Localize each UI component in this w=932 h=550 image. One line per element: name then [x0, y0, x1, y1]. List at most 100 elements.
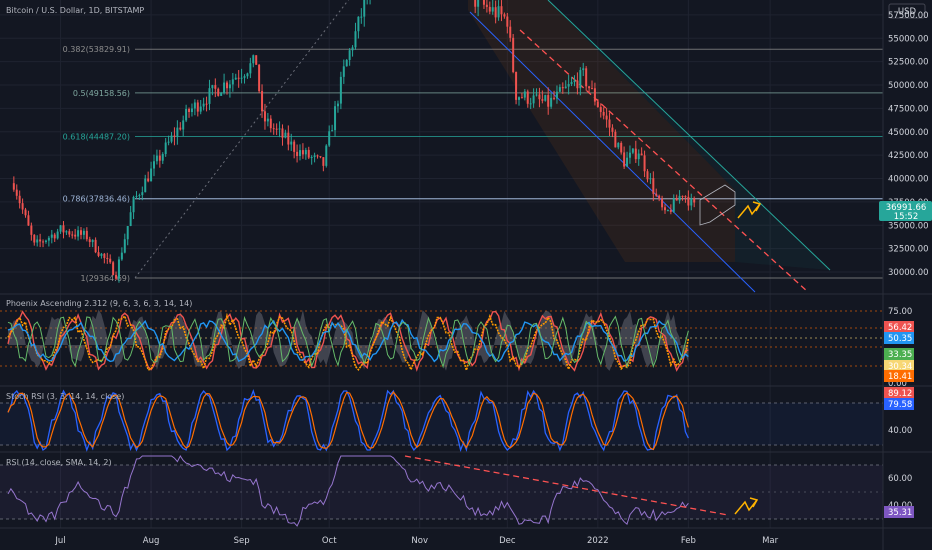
candle-body [190, 108, 193, 113]
candle-body [161, 154, 164, 161]
candle-body [611, 127, 614, 132]
channel-lower-line[interactable] [469, 11, 756, 293]
phoenix-value-text: 50.35 [888, 334, 912, 344]
candle-body [153, 161, 155, 169]
candle-body [658, 195, 661, 199]
time-tick-label: Nov [411, 536, 428, 546]
candle-body [678, 195, 681, 201]
drawings[interactable] [404, 184, 762, 516]
candle-body [319, 156, 322, 158]
candle-body [646, 171, 649, 180]
candle-body [18, 195, 21, 204]
price-tick-label: 47500.00 [888, 104, 929, 114]
rsi-title[interactable]: RSI (14, close, SMA, 14, 2) [6, 458, 112, 467]
channel-upper-line[interactable] [547, 0, 831, 271]
time-tick-label: Oct [322, 536, 337, 546]
candle-body [266, 118, 269, 122]
price-arrow-icon[interactable] [737, 203, 761, 219]
rsi-trendline[interactable] [404, 455, 729, 516]
price-axis[interactable]: 57500.00 55000.00 52500.00 50000.00 47500.00… [888, 11, 929, 278]
rsi-value-tag [884, 506, 914, 518]
price-tick-label: 52500.00 [888, 58, 929, 68]
candle-body [240, 77, 243, 79]
time-tick-label: Dec [499, 536, 516, 546]
candle-body [538, 94, 541, 100]
candle-body [579, 70, 582, 89]
fib-trend-line[interactable] [134, 0, 398, 279]
candle-body [307, 149, 310, 158]
candle-body [167, 141, 170, 143]
candle-body [687, 196, 690, 206]
stoch-rsi-title[interactable]: Stoch RSI (3, 3, 14, 14, close) [6, 392, 124, 401]
candle-body [322, 157, 325, 166]
rsi-arrow-icon[interactable] [734, 499, 758, 515]
candle-body [482, 0, 485, 5]
fib-level-label: 0.382(53829.91) [63, 45, 130, 54]
time-axis[interactable]: Jul Aug Sep Oct Nov Dec 2022 Feb Mar [54, 536, 778, 546]
phoenix-title[interactable]: Phoenix Ascending 2.312 (9, 6, 3, 6, 3, … [6, 299, 192, 308]
candle-body [231, 79, 234, 85]
descending-channel[interactable] [468, 0, 831, 293]
fibonacci-retracement[interactable]: 0.382(53829.91) 0.5(49158.56) 0.618(44487.… [63, 0, 883, 283]
channel-mid-projection[interactable] [519, 29, 809, 293]
symbol-title: Bitcoin / U.S. Dollar, 1D, BITSTAMP [6, 6, 144, 15]
candle-body [535, 94, 538, 96]
candle-body [628, 152, 631, 158]
candle-body [214, 85, 217, 89]
candle-body [672, 198, 675, 212]
candle-body [158, 155, 161, 161]
fib-level-label: 0.618(44487.20) [63, 133, 130, 142]
candle-body [278, 128, 281, 130]
candle-body [526, 91, 529, 104]
candle-body [103, 253, 106, 258]
time-tick-label: Sep [234, 536, 250, 546]
candle-body [27, 215, 30, 226]
candle-body [623, 152, 626, 167]
candle-body [593, 88, 596, 102]
candle-body [39, 239, 42, 242]
candle-body [520, 97, 523, 99]
candle-body [626, 157, 629, 167]
candle-body [147, 178, 150, 182]
candle-body [669, 210, 672, 212]
candle-body [44, 240, 47, 242]
candle-body [342, 66, 345, 77]
candle-body [544, 95, 547, 101]
candle-body [182, 120, 185, 130]
candle-body [42, 241, 45, 243]
rsi-value-text: 35.31 [888, 508, 912, 518]
candle-body [138, 195, 141, 197]
candle-body [488, 6, 491, 12]
stoch-d-line [7, 391, 689, 451]
price-tick-label: 45000.00 [888, 128, 929, 138]
candle-body [666, 210, 669, 212]
candle-body [109, 258, 112, 263]
phoenix-value-tag [884, 370, 914, 382]
indicator-axes[interactable]: 75.0050.0025.000.0056.4250.3533.3530.341… [884, 307, 914, 518]
candle-body [664, 207, 666, 211]
last-price-value: 36991.66 [886, 203, 927, 213]
candle-body [290, 141, 293, 145]
pattern-outline[interactable] [699, 184, 736, 226]
candle-body [199, 106, 202, 112]
candle-body [237, 77, 240, 79]
candle-body [608, 119, 611, 128]
phoenix-value-tag [884, 332, 914, 344]
candle-body [576, 80, 579, 89]
candle-body [301, 150, 304, 155]
candle-body [348, 50, 351, 60]
candle-body [357, 16, 360, 32]
candle-body [97, 252, 100, 256]
candle-body [281, 128, 284, 138]
candle-body [485, 4, 488, 7]
candle-body [252, 55, 255, 64]
currency-button[interactable]: USD [888, 3, 926, 19]
candle-body [354, 31, 357, 48]
candle-body [506, 16, 509, 27]
price-tick-label: 32500.00 [888, 245, 929, 255]
candle-body [500, 6, 503, 15]
time-tick-label: 2022 [587, 536, 609, 546]
candle-body [77, 230, 80, 237]
last-price-tag-bg [879, 201, 932, 221]
